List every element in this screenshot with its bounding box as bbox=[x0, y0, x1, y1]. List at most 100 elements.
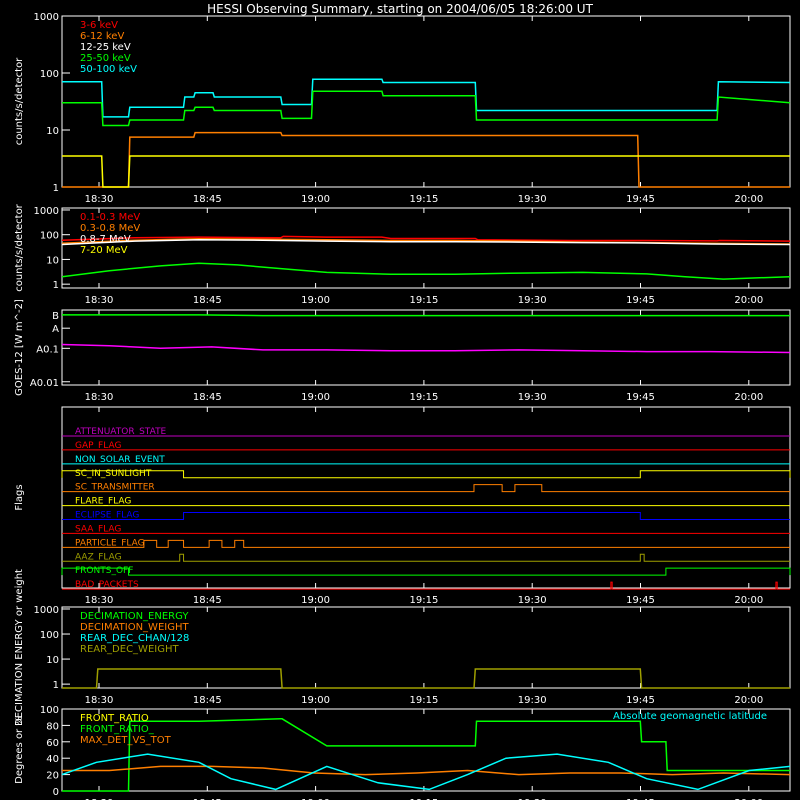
highE-time-tick-label: 19:45 bbox=[626, 295, 655, 306]
ratio-ytick-label: 20 bbox=[46, 771, 59, 782]
lowE-time-tick-label: 19:30 bbox=[518, 194, 547, 205]
flags-ylabel: Flags bbox=[14, 484, 25, 510]
goes-time-tick-label: 20:00 bbox=[734, 392, 763, 403]
lowE-ytick-label: 100 bbox=[40, 69, 59, 80]
ratio-time-tick-label: 19:45 bbox=[626, 798, 655, 800]
flag-label: BAD_PACKETS bbox=[75, 580, 139, 590]
lowE-time-tick-label: 18:45 bbox=[193, 194, 222, 205]
ratio-series-line bbox=[61, 753, 791, 791]
ratio-legend-entry: MAX_DET_VS_TOT bbox=[80, 735, 172, 746]
decim-time-tick-label: 18:30 bbox=[85, 695, 114, 706]
decim-time-tick-label: 20:00 bbox=[734, 695, 763, 706]
goes-ytick-label: A0.01 bbox=[30, 378, 59, 389]
goes-time-tick-label: 18:30 bbox=[85, 392, 114, 403]
decim-legend-entry: DECIMATION_ENERGY bbox=[80, 611, 189, 622]
flag-label: FRONTS_OFF bbox=[75, 566, 133, 576]
flag-line bbox=[62, 512, 790, 520]
flag-label: ECLIPSE_FLAG bbox=[75, 511, 139, 521]
decim-time-tick-label: 19:45 bbox=[626, 695, 655, 706]
ratio-annotation: Absolute geomagnetic latitude bbox=[613, 711, 767, 722]
highE-time-tick-label: 19:00 bbox=[301, 295, 330, 306]
ratio-legend-entry: FRONT_RATIO_ bbox=[80, 724, 155, 735]
lowE-time-tick-label: 19:00 bbox=[301, 194, 330, 205]
highE-ytick-label: 1 bbox=[53, 280, 59, 291]
flags-time-tick-label: 18:30 bbox=[85, 595, 114, 606]
lowE-time-tick-label: 20:00 bbox=[734, 194, 763, 205]
goes-time-tick-label: 19:00 bbox=[301, 392, 330, 403]
ratio-time-tick-label: 18:45 bbox=[193, 798, 222, 800]
goes-time-tick-label: 19:45 bbox=[626, 392, 655, 403]
lowE-time-tick-label: 19:45 bbox=[626, 194, 655, 205]
flag-line bbox=[62, 553, 790, 562]
goes-ytick-label: A bbox=[52, 324, 59, 335]
ratio-series-line bbox=[62, 718, 790, 792]
flag-label: NON_SOLAR_EVENT bbox=[75, 455, 165, 465]
flags-time-tick-label: 19:30 bbox=[518, 595, 547, 606]
decim-time-tick-label: 18:45 bbox=[193, 695, 222, 706]
lowE-legend-entry: 12-25 keV bbox=[80, 42, 131, 53]
flag-label: FLARE_FLAG bbox=[75, 497, 131, 507]
highE-series-line bbox=[61, 239, 791, 246]
flags-time-tick-label: 19:45 bbox=[626, 595, 655, 606]
ratio-time-tick-label: 19:30 bbox=[518, 798, 547, 800]
lowE-legend-entry: 6-12 keV bbox=[80, 31, 124, 42]
decim-series-line bbox=[62, 668, 790, 689]
flag-label: SC_TRANSMITTER bbox=[75, 483, 155, 493]
ratio-frame bbox=[61, 708, 791, 792]
flags-time-tick-label: 20:00 bbox=[734, 595, 763, 606]
flag-label: SAA_FLAG bbox=[75, 524, 121, 534]
lowE-legend-entry: 25-50 keV bbox=[80, 53, 131, 64]
flag-line bbox=[61, 470, 791, 479]
ratio-time-tick-label: 18:30 bbox=[85, 798, 114, 800]
lowE-ytick-label: 10 bbox=[46, 126, 59, 137]
goes-frame bbox=[61, 309, 791, 386]
ratio-ytick-label: 100 bbox=[40, 705, 59, 716]
flag-label: ATTENUATOR_STATE bbox=[75, 427, 167, 437]
ratio-ytick-label: 40 bbox=[46, 754, 59, 765]
decim-legend-entry: DECIMATION_WEIGHT bbox=[80, 622, 189, 633]
goes-series-line bbox=[62, 314, 790, 317]
lowE-series-line bbox=[62, 78, 791, 118]
lowE-time-tick-label: 19:15 bbox=[409, 194, 438, 205]
goes-time-tick-label: 18:45 bbox=[193, 392, 222, 403]
ratio-legend-entry: FRONT_RATIO bbox=[80, 713, 149, 724]
flag-label: GAP_FLAG bbox=[75, 441, 121, 451]
highE-legend-entry: 0.8-7 MeV bbox=[80, 234, 131, 245]
lowE-series-line bbox=[62, 90, 791, 127]
lowE-series-line bbox=[62, 131, 790, 188]
ratio-time-tick-label: 19:00 bbox=[301, 798, 330, 800]
highE-time-tick-label: 19:30 bbox=[518, 295, 547, 306]
flag-label: AAZ_FLAG bbox=[75, 552, 122, 562]
flags-time-tick-label: 19:15 bbox=[409, 595, 438, 606]
highE-legend-entry: 0.1-0.3 MeV bbox=[80, 212, 140, 223]
decim-time-tick-label: 19:00 bbox=[301, 695, 330, 706]
ratio-ytick-label: 0 bbox=[53, 787, 59, 798]
highE-time-tick-label: 18:30 bbox=[85, 295, 114, 306]
highE-ytick-label: 10 bbox=[46, 255, 59, 266]
lowE-series-line bbox=[62, 155, 790, 188]
ratio-series-line bbox=[62, 765, 791, 776]
lowE-ytick-label: 1 bbox=[53, 183, 59, 194]
flag-line bbox=[62, 539, 790, 548]
goes-ytick-label: B bbox=[52, 311, 59, 322]
decim-ytick-label: 10 bbox=[46, 655, 59, 666]
highE-time-tick-label: 18:45 bbox=[193, 295, 222, 306]
goes-ylabel: GOES-12 [W m^-2] bbox=[14, 299, 25, 396]
highE-ytick-label: 100 bbox=[40, 231, 59, 242]
highE-ytick-label: 1000 bbox=[34, 206, 59, 217]
ratio-ytick-label: 60 bbox=[46, 738, 59, 749]
decim-ytick-label: 1000 bbox=[34, 605, 59, 616]
figure-title: HESSI Observing Summary, starting on 200… bbox=[207, 2, 593, 16]
decim-legend-entry: REAR_DEC_WEIGHT bbox=[80, 644, 179, 655]
decim-time-tick-label: 19:15 bbox=[409, 695, 438, 706]
goes-time-tick-label: 19:30 bbox=[518, 392, 547, 403]
flag-label: PARTICLE_FLAG bbox=[75, 538, 145, 548]
decim-ytick-label: 100 bbox=[40, 630, 59, 641]
highE-time-tick-label: 19:15 bbox=[409, 295, 438, 306]
highE-legend-entry: 7-20 MeV bbox=[80, 245, 128, 256]
lowE-time-tick-label: 18:30 bbox=[85, 194, 114, 205]
ratio-time-tick-label: 19:15 bbox=[409, 798, 438, 800]
ratio-ytick-label: 80 bbox=[46, 721, 59, 732]
flag-line bbox=[62, 581, 790, 590]
